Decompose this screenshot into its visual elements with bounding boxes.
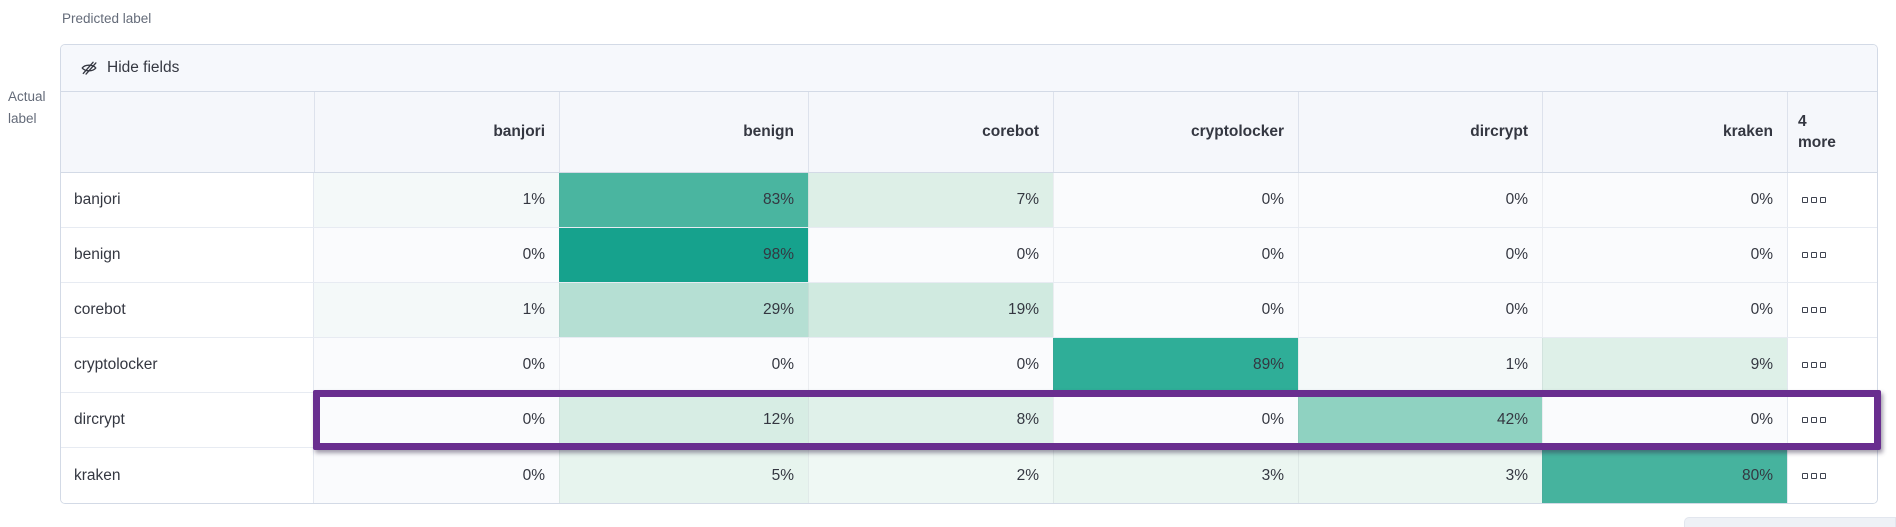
cell-dircrypt-banjori: 0% — [314, 393, 559, 447]
box-glyph — [1811, 307, 1817, 313]
column-header-dircrypt[interactable]: dircrypt — [1298, 92, 1542, 172]
boxes-horizontal-icon[interactable] — [1800, 250, 1828, 260]
box-glyph — [1820, 307, 1826, 313]
boxes-horizontal-icon[interactable] — [1800, 195, 1828, 205]
cell-kraken-banjori: 0% — [314, 448, 559, 503]
table-header-row: banjori benign corebot cryptolocker dircrypt… — [61, 92, 1877, 173]
box-glyph — [1802, 307, 1808, 313]
box-glyph — [1802, 362, 1808, 368]
cell-corebot-banjori: 1% — [314, 283, 559, 337]
cell-dircrypt-benign: 12% — [559, 393, 808, 447]
cell-cryptolocker-benign: 0% — [559, 338, 808, 392]
row-actions-cell — [1787, 283, 1877, 337]
cell-benign-cryptolocker: 0% — [1053, 228, 1298, 282]
boxes-horizontal-icon[interactable] — [1800, 305, 1828, 315]
boxes-horizontal-icon[interactable] — [1800, 360, 1828, 370]
row-label: corebot — [61, 283, 314, 337]
box-glyph — [1820, 362, 1826, 368]
cell-banjori-dircrypt: 0% — [1298, 173, 1542, 227]
row-actions-cell — [1787, 393, 1877, 447]
cell-banjori-benign: 83% — [559, 173, 808, 227]
row-actions-cell — [1787, 228, 1877, 282]
cell-kraken-corebot: 2% — [808, 448, 1053, 503]
row-label: kraken — [61, 448, 314, 503]
box-glyph — [1802, 417, 1808, 423]
cell-dircrypt-dircrypt: 42% — [1298, 393, 1542, 447]
hide-fields-button[interactable]: Hide fields — [80, 59, 179, 77]
column-header-banjori[interactable]: banjori — [314, 92, 559, 172]
row-label: banjori — [61, 173, 314, 227]
cell-corebot-corebot: 19% — [808, 283, 1053, 337]
cell-banjori-banjori: 1% — [314, 173, 559, 227]
column-header-kraken[interactable]: kraken — [1542, 92, 1787, 172]
cell-corebot-kraken: 0% — [1542, 283, 1787, 337]
cell-cryptolocker-banjori: 0% — [314, 338, 559, 392]
boxes-horizontal-icon[interactable] — [1800, 471, 1828, 481]
column-header-corebot[interactable]: corebot — [808, 92, 1053, 172]
row-actions-cell — [1787, 338, 1877, 392]
row-actions-cell — [1787, 448, 1877, 503]
cell-dircrypt-corebot: 8% — [808, 393, 1053, 447]
cell-benign-dircrypt: 0% — [1298, 228, 1542, 282]
column-header-more[interactable]: 4 more — [1787, 92, 1877, 172]
cell-dircrypt-cryptolocker: 0% — [1053, 393, 1298, 447]
box-glyph — [1811, 362, 1817, 368]
box-glyph — [1802, 252, 1808, 258]
row-label: dircrypt — [61, 393, 314, 447]
confusion-matrix-grid: banjori benign corebot cryptolocker dircrypt… — [61, 92, 1877, 503]
cell-dircrypt-kraken: 0% — [1542, 393, 1787, 447]
cell-corebot-benign: 29% — [559, 283, 808, 337]
box-glyph — [1811, 252, 1817, 258]
box-glyph — [1820, 197, 1826, 203]
cell-benign-corebot: 0% — [808, 228, 1053, 282]
cell-benign-kraken: 0% — [1542, 228, 1787, 282]
cell-corebot-dircrypt: 0% — [1298, 283, 1542, 337]
eye-closed-icon — [80, 59, 98, 77]
cell-kraken-dircrypt: 3% — [1298, 448, 1542, 503]
cell-cryptolocker-kraken: 9% — [1542, 338, 1787, 392]
box-glyph — [1811, 417, 1817, 423]
row-actions-cell — [1787, 173, 1877, 227]
scrollbar-fragment[interactable] — [1684, 517, 1896, 527]
grid-toolbar: Hide fields — [61, 45, 1877, 92]
row-label: benign — [61, 228, 314, 282]
cell-banjori-cryptolocker: 0% — [1053, 173, 1298, 227]
column-header-benign[interactable]: benign — [559, 92, 808, 172]
box-glyph — [1820, 472, 1826, 479]
cell-kraken-benign: 5% — [559, 448, 808, 503]
box-glyph — [1802, 197, 1808, 203]
box-glyph — [1820, 417, 1826, 423]
header-spacer-cell — [61, 92, 314, 172]
column-header-cryptolocker[interactable]: cryptolocker — [1053, 92, 1298, 172]
cell-kraken-kraken: 80% — [1542, 448, 1787, 503]
cell-cryptolocker-cryptolocker: 89% — [1053, 338, 1298, 392]
box-glyph — [1802, 472, 1808, 479]
cell-benign-banjori: 0% — [314, 228, 559, 282]
actual-axis-label: Actual label — [8, 89, 46, 126]
cell-cryptolocker-corebot: 0% — [808, 338, 1053, 392]
table-row-banjori: banjori 1% 83% 7% 0% 0% 0% — [61, 173, 1877, 228]
table-row-cryptolocker: cryptolocker 0% 0% 0% 89% 1% 9% — [61, 338, 1877, 393]
table-row-corebot: corebot 1% 29% 19% 0% 0% 0% — [61, 283, 1877, 338]
row-label: cryptolocker — [61, 338, 314, 392]
box-glyph — [1820, 252, 1826, 258]
hide-fields-label: Hide fields — [107, 59, 180, 76]
boxes-horizontal-icon[interactable] — [1800, 415, 1828, 425]
box-glyph — [1811, 472, 1817, 479]
predicted-axis-label: Predicted label — [62, 11, 152, 26]
table-row-kraken: kraken 0% 5% 2% 3% 3% 80% — [61, 448, 1877, 503]
cell-benign-benign: 98% — [559, 228, 808, 282]
cell-corebot-cryptolocker: 0% — [1053, 283, 1298, 337]
cell-kraken-cryptolocker: 3% — [1053, 448, 1298, 503]
table-row-dircrypt: dircrypt 0% 12% 8% 0% 42% 0% — [61, 393, 1877, 448]
cell-cryptolocker-dircrypt: 1% — [1298, 338, 1542, 392]
cell-banjori-corebot: 7% — [808, 173, 1053, 227]
table-row-benign: benign 0% 98% 0% 0% 0% 0% — [61, 228, 1877, 283]
box-glyph — [1811, 197, 1817, 203]
cell-banjori-kraken: 0% — [1542, 173, 1787, 227]
confusion-matrix-panel: Hide fields banjori benign corebot cryptolo… — [60, 44, 1878, 504]
